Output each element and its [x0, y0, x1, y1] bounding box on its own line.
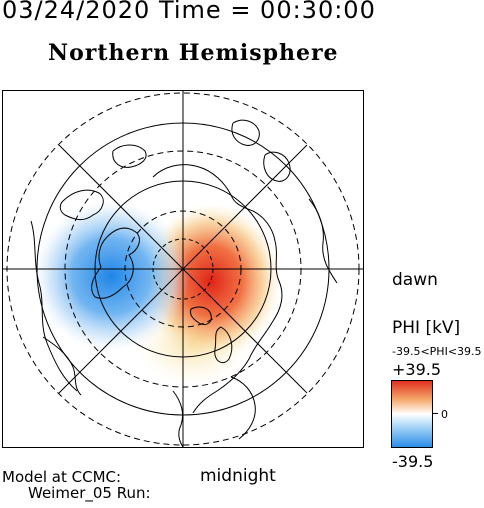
model-run: Weimer_05 Run: — [28, 484, 151, 502]
model-at-ccmc: Model at CCMC: — [2, 468, 122, 486]
hemisphere-title: Northern Hemisphere — [48, 40, 339, 66]
coast-siberia — [252, 210, 283, 322]
colorbar-min-label: -39.5 — [392, 452, 434, 471]
colorbar-zero-tick — [433, 413, 438, 414]
scandinavia — [214, 326, 233, 364]
coast-kamchatka — [308, 198, 338, 284]
coast-europe-north — [192, 320, 274, 414]
colorbar-range: -39.5<PHI<39.5 — [392, 345, 482, 358]
negative-potential-cell — [33, 200, 189, 352]
grid — [3, 91, 363, 447]
midnight-label: midnight — [200, 466, 276, 486]
colorbar-title: PHI [kV] — [392, 318, 461, 338]
arctic-island-b — [112, 144, 147, 168]
arctic-island-a — [59, 189, 104, 221]
colorbar-zero-label: 0 — [441, 408, 448, 421]
colorbar — [391, 380, 433, 448]
coast-iceland-uk — [172, 390, 184, 447]
date-time-title: 03/24/2020 Time = 00:30:00 — [2, 0, 376, 24]
coast-arctic-russia — [152, 164, 254, 212]
dawn-label: dawn — [392, 270, 438, 290]
potential-field — [33, 200, 281, 387]
novaya-zemlya — [190, 306, 212, 326]
alaska-coast — [263, 151, 291, 182]
polar-map-svg — [3, 91, 363, 447]
coast-hudson — [42, 336, 82, 396]
meridian-diagonal-b — [58, 144, 308, 394]
coast-baltic — [230, 376, 256, 440]
colorbar-max-label: +39.5 — [392, 360, 442, 379]
polar-map — [2, 90, 364, 448]
